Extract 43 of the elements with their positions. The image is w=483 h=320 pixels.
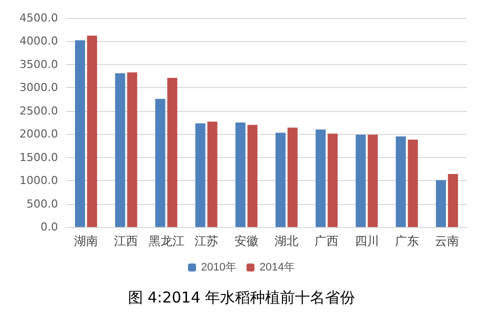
- bar: [396, 136, 406, 227]
- legend-label: 2014年: [260, 262, 295, 274]
- y-tick-label: 1000.0: [20, 174, 58, 188]
- y-tick-label: 2500.0: [20, 104, 58, 118]
- y-tick-label: 3500.0: [20, 58, 58, 71]
- x-tick-label: 安徽: [234, 234, 258, 248]
- text: 图 4:2014 年水稻种植前十名省份: [128, 288, 356, 306]
- bar: [356, 134, 366, 227]
- bar: [316, 129, 326, 227]
- bar: [288, 128, 298, 227]
- x-tick-label: 湖北: [274, 234, 299, 248]
- y-tick-label: 4500.0: [20, 12, 58, 24]
- y-tick-label: 500.0: [26, 197, 58, 210]
- bar: [436, 180, 446, 227]
- bar: [247, 124, 258, 227]
- y-tick-label: 1500.0: [20, 150, 58, 164]
- x-tick-label: 云南: [434, 234, 459, 248]
- bar: [75, 40, 86, 227]
- y-tick-label: 3000.0: [20, 81, 58, 94]
- legend-label: 2010年: [201, 262, 237, 274]
- bar: [207, 122, 218, 227]
- bar: [155, 98, 166, 227]
- x-tick-label: 广西: [314, 234, 339, 248]
- bar: [408, 140, 418, 227]
- bar: [115, 73, 126, 227]
- y-tick-label: 0.0: [40, 220, 58, 234]
- bar: [87, 36, 98, 227]
- bar: [276, 132, 286, 227]
- y-tick-label: 2000.0: [20, 128, 58, 141]
- x-tick-label: 黑龙江: [148, 234, 184, 248]
- bar: [328, 134, 338, 227]
- x-tick-label: 广东: [394, 234, 419, 248]
- bar: [195, 123, 206, 227]
- bar: [167, 78, 178, 227]
- y-tick-label: 4000.0: [20, 34, 58, 48]
- bar: [235, 122, 246, 227]
- bar: [448, 174, 458, 227]
- x-tick-label: 江苏: [194, 234, 218, 248]
- bar: [368, 134, 378, 227]
- x-tick-label: 四川: [354, 234, 379, 248]
- x-tick-label: 江西: [114, 234, 138, 248]
- bar: [127, 72, 138, 227]
- x-tick-label: 湖南: [74, 234, 98, 248]
